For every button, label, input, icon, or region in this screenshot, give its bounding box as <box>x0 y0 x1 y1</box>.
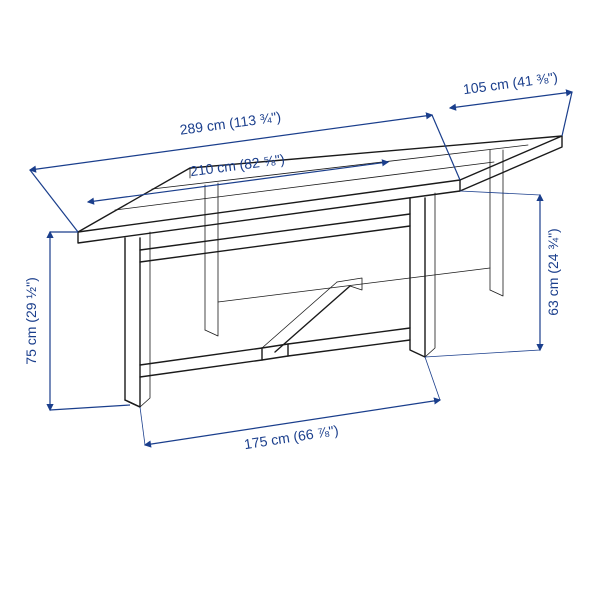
table-dimension-diagram: 289 cm (113 ¾") 210 cm (82 ⅝") 105 cm (4… <box>0 0 600 600</box>
dimension-lines <box>30 92 572 445</box>
dim-leg-span: 175 cm (66 ⅞") <box>243 422 340 452</box>
dim-length-extended: 289 cm (113 ¾") <box>179 108 282 137</box>
dimension-labels: 289 cm (113 ¾") 210 cm (82 ⅝") 105 cm (4… <box>23 69 561 452</box>
dim-height-under: 63 cm (24 ¾") <box>545 228 561 315</box>
table-drawing <box>78 136 562 407</box>
dim-height-total: 75 cm (29 ½") <box>23 277 39 364</box>
dim-width: 105 cm (41 ⅜") <box>462 69 559 97</box>
